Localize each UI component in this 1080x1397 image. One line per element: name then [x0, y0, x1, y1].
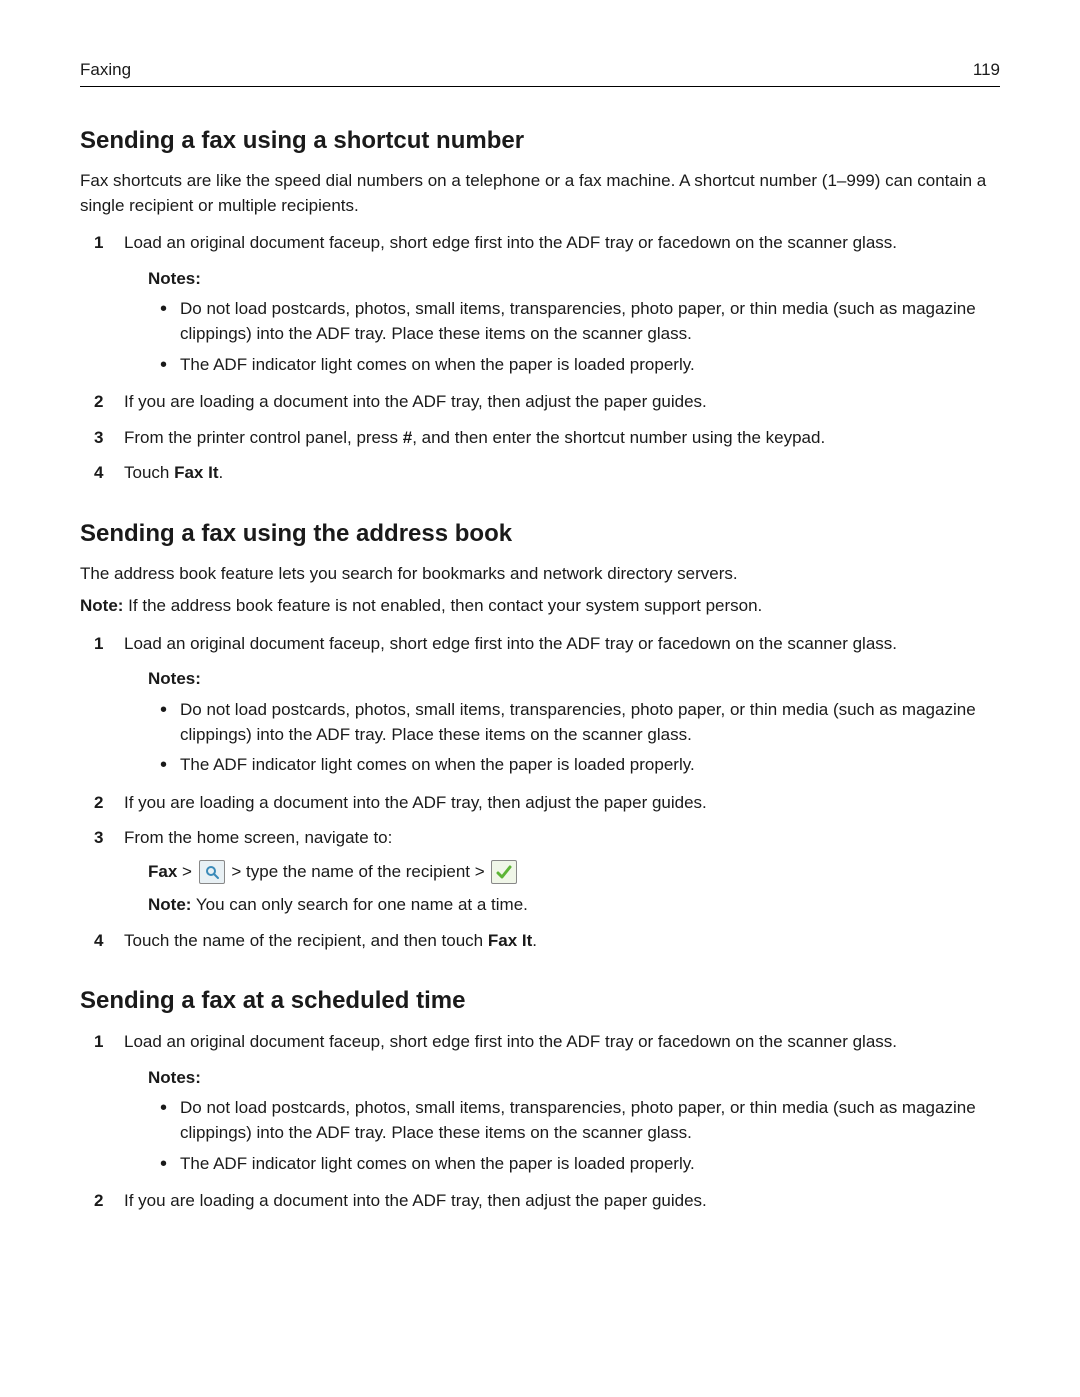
step-text: If you are loading a document into the A…	[124, 793, 707, 812]
list-item: 1 Load an original document faceup, shor…	[80, 1029, 1000, 1176]
step-number: 4	[94, 928, 103, 954]
step-text: From the printer control panel, press #,…	[124, 428, 825, 447]
step-number: 1	[94, 1029, 103, 1055]
header-page-number: 119	[973, 60, 1000, 80]
list-item: 3 From the home screen, navigate to: Fax…	[80, 825, 1000, 918]
text-fragment: Touch the name of the recipient, and the…	[124, 931, 488, 950]
list-item: 3 From the printer control panel, press …	[80, 425, 1000, 451]
section1-title: Sending a fax using a shortcut number	[80, 127, 1000, 155]
notes-list: Do not load postcards, photos, small ite…	[124, 1096, 1000, 1176]
list-item: 2 If you are loading a document into the…	[80, 790, 1000, 816]
text-fragment: , and then enter the shortcut number usi…	[412, 428, 825, 447]
notes-label: Notes:	[148, 266, 1000, 292]
step-number: 3	[94, 825, 103, 851]
step-text: From the home screen, navigate to:	[124, 828, 392, 847]
step-number: 2	[94, 790, 103, 816]
step-number: 3	[94, 425, 103, 451]
notes-list: Do not load postcards, photos, small ite…	[124, 698, 1000, 778]
fax-it-label: Fax It	[488, 931, 532, 950]
step-text: Touch the name of the recipient, and the…	[124, 931, 537, 950]
step-number: 4	[94, 460, 103, 486]
list-item: 1 Load an original document faceup, shor…	[80, 230, 1000, 377]
list-item: 2 If you are loading a document into the…	[80, 1188, 1000, 1214]
section2-title: Sending a fax using the address book	[80, 520, 1000, 548]
list-item: Do not load postcards, photos, small ite…	[124, 698, 1000, 747]
section1-intro: Fax shortcuts are like the speed dial nu…	[80, 169, 1000, 218]
section1-steps: 1 Load an original document faceup, shor…	[80, 230, 1000, 485]
section2-steps: 1 Load an original document faceup, shor…	[80, 631, 1000, 953]
text-fragment: .	[219, 463, 224, 482]
note-prefix: Note:	[80, 596, 123, 615]
step-text: If you are loading a document into the A…	[124, 392, 707, 411]
list-item: The ADF indicator light comes on when th…	[124, 353, 1000, 378]
notes-label: Notes:	[148, 666, 1000, 692]
list-item: 1 Load an original document faceup, shor…	[80, 631, 1000, 778]
text-fragment: From the printer control panel, press	[124, 428, 403, 447]
list-item: 2 If you are loading a document into the…	[80, 389, 1000, 415]
list-item: 4 Touch Fax It.	[80, 460, 1000, 486]
text-fragment: > type the name of the recipient >	[231, 862, 489, 881]
step-text: If you are loading a document into the A…	[124, 1191, 707, 1210]
section2-note: Note: If the address book feature is not…	[80, 594, 1000, 619]
step-number: 1	[94, 631, 103, 657]
step-number: 1	[94, 230, 103, 256]
step-number: 2	[94, 389, 103, 415]
section3-steps: 1 Load an original document faceup, shor…	[80, 1029, 1000, 1213]
list-item: The ADF indicator light comes on when th…	[124, 1152, 1000, 1177]
list-item: Do not load postcards, photos, small ite…	[124, 297, 1000, 346]
hash-key: #	[403, 428, 412, 447]
section3-title: Sending a fax at a scheduled time	[80, 987, 1000, 1015]
note-prefix: Note:	[148, 895, 191, 914]
text-fragment: Touch	[124, 463, 174, 482]
sub-note: Note: You can only search for one name a…	[148, 892, 1000, 918]
list-item: Do not load postcards, photos, small ite…	[124, 1096, 1000, 1145]
header-chapter: Faxing	[80, 60, 131, 80]
step-text: Load an original document faceup, short …	[124, 1032, 897, 1051]
notes-list: Do not load postcards, photos, small ite…	[124, 297, 1000, 377]
note-body: You can only search for one name at a ti…	[191, 895, 527, 914]
page-content: Faxing 119 Sending a fax using a shortcu…	[0, 0, 1080, 1284]
list-item: The ADF indicator light comes on when th…	[124, 753, 1000, 778]
list-item: 4 Touch the name of the recipient, and t…	[80, 928, 1000, 954]
notes-label: Notes:	[148, 1065, 1000, 1091]
section2-intro: The address book feature lets you search…	[80, 562, 1000, 587]
text-fragment: .	[532, 931, 537, 950]
step-text: Load an original document faceup, short …	[124, 634, 897, 653]
step-text: Load an original document faceup, short …	[124, 233, 897, 252]
navigation-path: Fax > > type the name of the recipient >	[148, 859, 1000, 885]
step-number: 2	[94, 1188, 103, 1214]
note-body: If the address book feature is not enabl…	[123, 596, 762, 615]
fax-it-label: Fax It	[174, 463, 218, 482]
checkmark-icon	[491, 860, 517, 884]
step-text: Touch Fax It.	[124, 463, 223, 482]
nav-fax-label: Fax	[148, 862, 177, 881]
page-header: Faxing 119	[80, 60, 1000, 87]
search-icon	[199, 860, 225, 884]
text-fragment: >	[177, 862, 196, 881]
